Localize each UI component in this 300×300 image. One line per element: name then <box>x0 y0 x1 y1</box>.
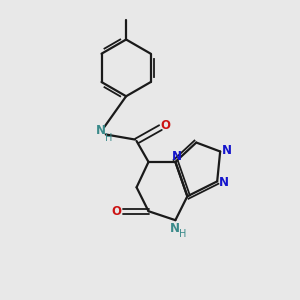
Text: H: H <box>178 229 186 238</box>
Text: N: N <box>170 222 180 235</box>
Text: O: O <box>112 205 122 218</box>
Text: H: H <box>105 133 113 143</box>
Text: N: N <box>96 124 106 137</box>
Text: N: N <box>172 150 182 163</box>
Text: N: N <box>222 143 232 157</box>
Text: N: N <box>219 176 229 189</box>
Text: O: O <box>160 119 170 132</box>
